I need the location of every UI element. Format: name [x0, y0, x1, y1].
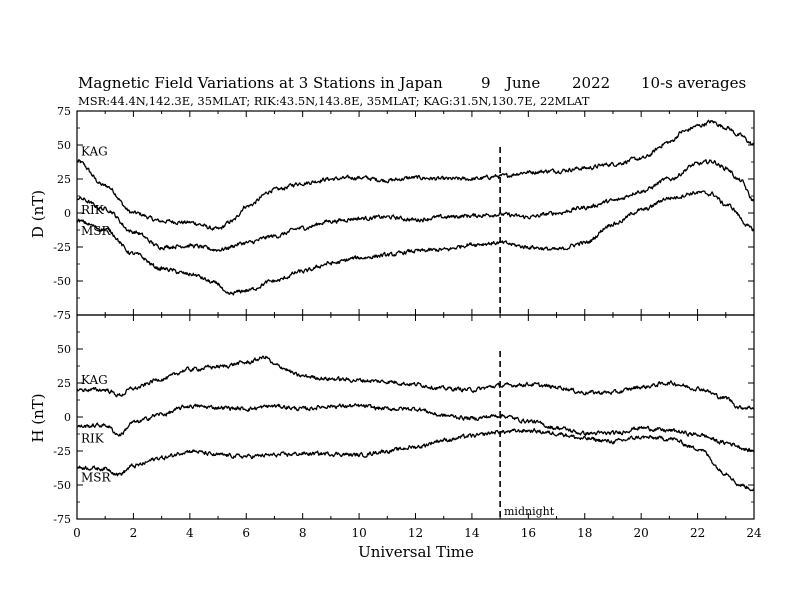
y-tick-label: 25: [57, 377, 71, 390]
y-tick-label: -25: [53, 445, 71, 458]
stations-info: MSR:44.4N,142.3E, 35MLAT; RIK:43.5N,143.…: [78, 94, 590, 108]
series-label-kag: KAG: [81, 373, 108, 387]
bottom-panel-frame: [76, 314, 755, 520]
x-tick-label: 22: [690, 526, 705, 540]
chart-title-averaging: 10-s averages: [641, 74, 746, 92]
series-label-msr: MSR: [81, 470, 112, 484]
series-line-msr: [76, 190, 755, 296]
y-axis-label-bottom: H (nT): [29, 393, 47, 442]
y-tick-label: 0: [64, 411, 71, 424]
x-tick-label: 24: [746, 526, 762, 540]
y-tick-label: 25: [57, 173, 71, 186]
y-tick-label: -50: [53, 479, 71, 492]
top-panel-frame: [76, 110, 755, 316]
x-tick-label: 8: [299, 526, 307, 540]
y-tick-label: 0: [64, 207, 71, 220]
y-tick-label: -75: [53, 309, 71, 322]
x-tick-label: 0: [73, 526, 81, 540]
y-tick-label: 50: [57, 139, 71, 152]
x-tick-label: 12: [408, 526, 423, 540]
y-tick-label: -75: [53, 513, 71, 526]
plot-layer: 7550250-25-50-75KAGRIKMSR50250-25-50-750…: [53, 105, 762, 540]
chart-title-month: June: [504, 74, 540, 92]
x-tick-label: 18: [577, 526, 592, 540]
series-line-rik: [76, 159, 755, 252]
y-axis-label-top: D (nT): [29, 190, 47, 238]
series-label-rik: RIK: [81, 203, 105, 217]
x-tick-label: 14: [464, 526, 480, 540]
x-tick-label: 10: [351, 526, 366, 540]
series-label-msr: MSR: [81, 224, 112, 238]
chart-title-year: 2022: [572, 74, 610, 92]
series-line-rik: [76, 403, 755, 453]
series-label-rik: RIK: [81, 432, 105, 446]
x-tick-label: 2: [130, 526, 138, 540]
x-tick-label: 20: [634, 526, 649, 540]
x-tick-label: 4: [186, 526, 194, 540]
y-tick-label: -25: [53, 241, 71, 254]
series-line-msr: [76, 427, 755, 492]
y-tick-label: 75: [57, 105, 71, 118]
series-line-kag: [76, 355, 755, 410]
y-tick-label: -50: [53, 275, 71, 288]
y-tick-label: 50: [57, 343, 71, 356]
x-tick-label: 16: [521, 526, 536, 540]
chart-title: Magnetic Field Variations at 3 Stations …: [78, 74, 443, 92]
series-label-kag: KAG: [81, 144, 108, 158]
series-line-kag: [76, 119, 755, 231]
x-axis-label: Universal Time: [358, 543, 474, 561]
x-tick-label: 6: [242, 526, 250, 540]
chart-title-day: 9: [481, 74, 491, 92]
midnight-label: midnight: [504, 505, 555, 518]
